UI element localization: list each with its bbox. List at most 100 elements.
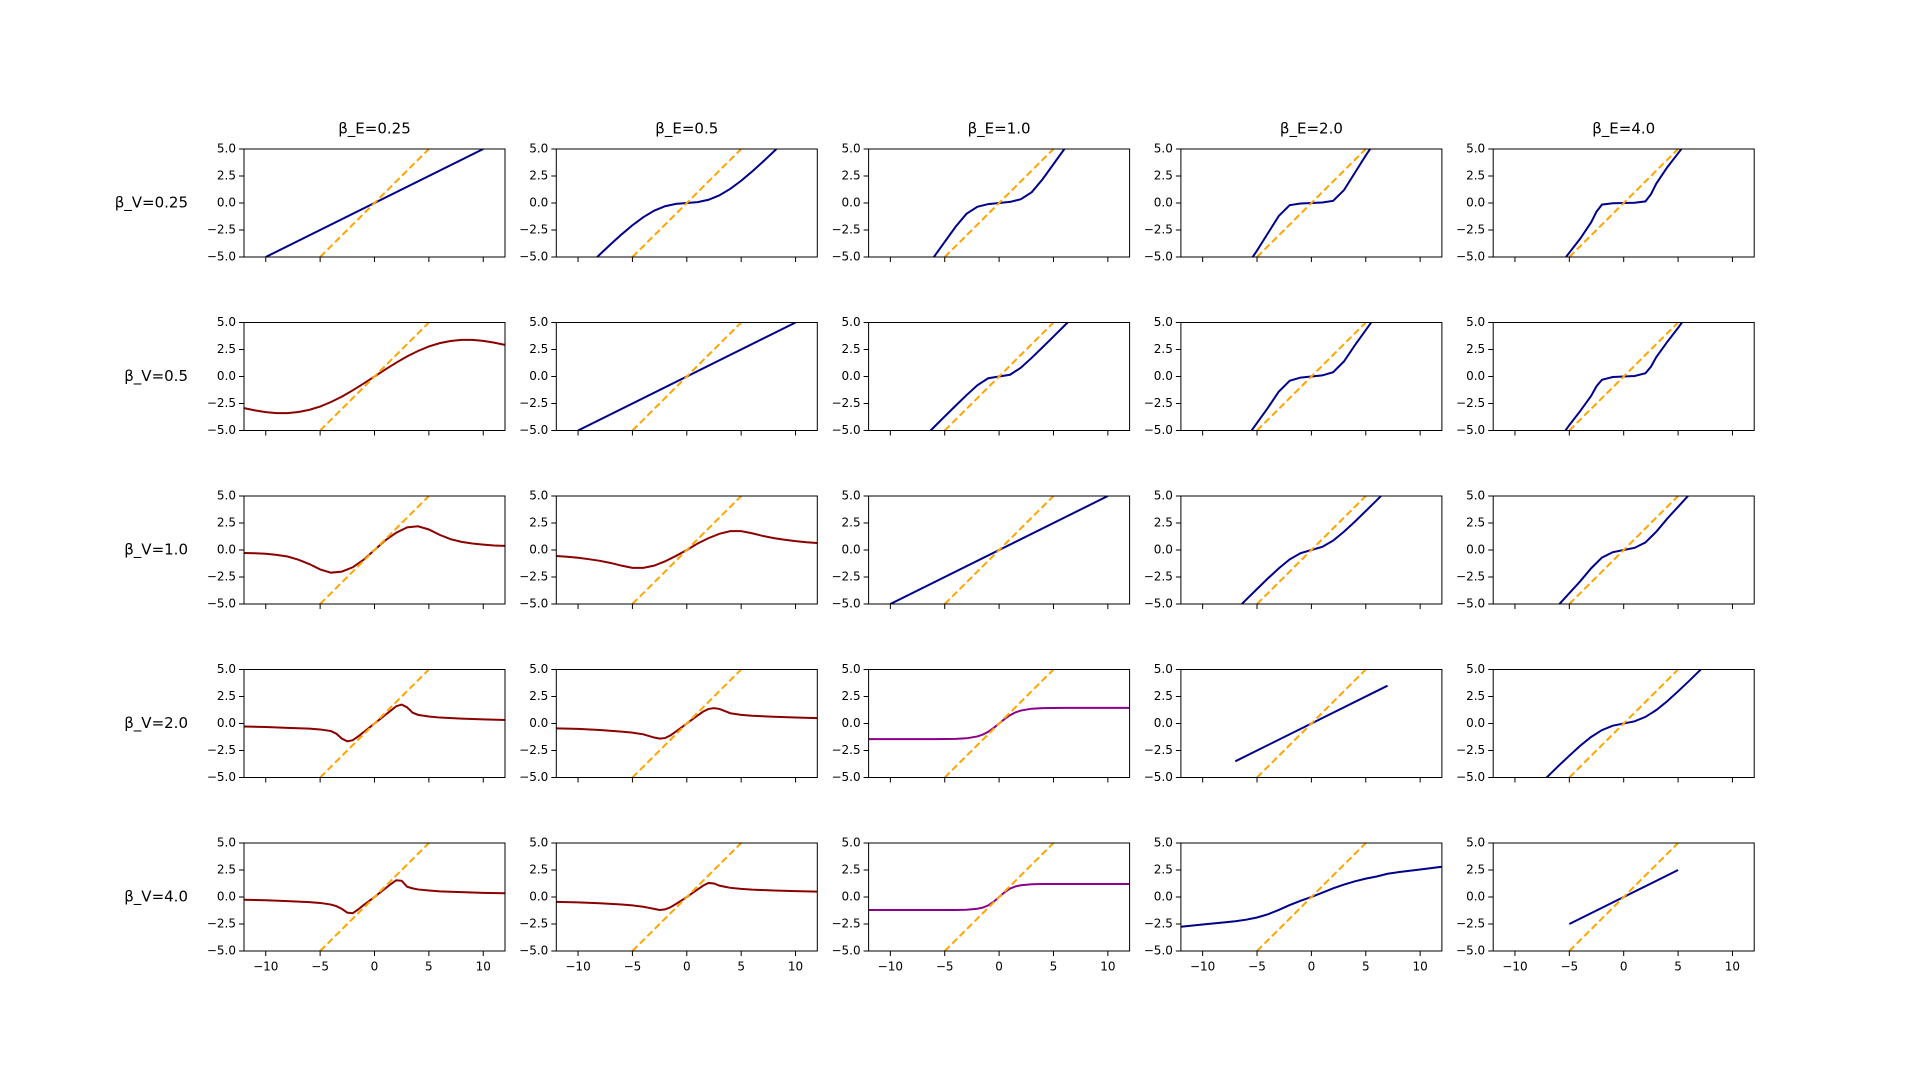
y-tick-label: −5.0 [519,250,548,264]
line-series [1568,669,1679,778]
x-tick-label: −10 [1502,960,1527,974]
y-tick-label: −2.5 [1144,223,1173,237]
y-tick-label: 2.5 [1466,342,1485,356]
y-tick-label: 0.0 [1466,890,1485,904]
y-tick-label: 5.0 [842,489,861,503]
y-tick-label: 0.0 [842,890,861,904]
y-tick-label: 5.0 [842,836,861,850]
y-tick-label: 0.0 [1466,369,1485,383]
y-tick-label: 5.0 [529,662,548,676]
line-series [944,843,1055,951]
column-title: β_E=4.0 [1592,120,1655,139]
x-tick-label: 0 [683,960,691,974]
line-series [319,322,430,431]
y-tick-label: 2.5 [529,516,548,530]
y-tick-label: −2.5 [1456,743,1485,757]
line-series [1568,322,1679,431]
line-series [1256,843,1367,951]
y-tick-label: 2.5 [529,342,548,356]
line-series [319,669,430,778]
line-series [631,496,742,604]
y-tick-label: 0.0 [529,543,548,557]
y-tick-label: −2.5 [207,743,236,757]
y-tick-label: 5.0 [529,315,548,329]
y-tick-label: −2.5 [207,917,236,931]
y-tick-label: −2.5 [519,743,548,757]
y-tick-label: −5.0 [519,770,548,784]
line-series [631,149,742,257]
row-label: β_V=0.25 [115,194,188,213]
y-tick-label: 2.5 [217,169,236,183]
y-tick-label: 0.0 [217,369,236,383]
line-series [631,322,742,431]
y-tick-label: 0.0 [1154,890,1173,904]
y-tick-label: 0.0 [217,890,236,904]
x-tick-label: −10 [253,960,278,974]
y-tick-label: 5.0 [842,142,861,156]
y-tick-label: −5.0 [1144,597,1173,611]
y-tick-label: 2.5 [1154,342,1173,356]
y-tick-label: −5.0 [1456,250,1485,264]
y-tick-label: −2.5 [519,917,548,931]
y-tick-label: −5.0 [831,770,860,784]
y-tick-label: 0.0 [842,196,861,210]
y-tick-label: −2.5 [1456,570,1485,584]
y-tick-label: −5.0 [519,423,548,437]
y-tick-label: 5.0 [529,836,548,850]
x-tick-label: 10 [788,960,803,974]
y-tick-label: 2.5 [842,169,861,183]
y-tick-label: 5.0 [842,662,861,676]
line-series [1256,669,1367,778]
y-tick-label: 2.5 [217,342,236,356]
y-tick-label: 2.5 [1466,516,1485,530]
y-tick-label: 2.5 [217,689,236,703]
y-tick-label: 0.0 [217,716,236,730]
line-series [1256,149,1367,257]
column-title: β_E=1.0 [968,120,1031,139]
column-title: β_E=0.5 [655,120,718,139]
y-tick-label: 5.0 [1154,662,1173,676]
y-tick-label: −5.0 [1456,423,1485,437]
y-tick-label: 0.0 [842,543,861,557]
line-series [1256,496,1367,604]
y-tick-label: 2.5 [1154,863,1173,877]
line-series [944,496,1055,604]
y-tick-label: 0.0 [529,716,548,730]
line-series [944,669,1055,778]
x-tick-label: −5 [1560,960,1578,974]
x-tick-label: 5 [1050,960,1058,974]
y-tick-label: 0.0 [1466,196,1485,210]
y-tick-label: −5.0 [207,944,236,958]
y-tick-label: −5.0 [207,423,236,437]
line-series [631,669,742,778]
y-tick-label: 5.0 [217,836,236,850]
y-tick-label: 5.0 [1154,142,1173,156]
y-tick-label: −5.0 [1144,423,1173,437]
x-tick-label: −10 [1190,960,1215,974]
y-tick-label: −5.0 [1144,770,1173,784]
y-tick-label: −2.5 [207,223,236,237]
x-tick-label: 5 [1674,960,1682,974]
y-tick-label: 5.0 [217,315,236,329]
y-tick-label: 0.0 [217,543,236,557]
y-tick-label: 0.0 [1466,543,1485,557]
y-tick-label: 0.0 [1154,196,1173,210]
y-tick-label: −2.5 [519,223,548,237]
y-tick-label: 0.0 [217,196,236,210]
y-tick-label: 2.5 [842,689,861,703]
y-tick-label: −5.0 [207,597,236,611]
y-tick-label: −2.5 [831,743,860,757]
x-tick-label: 5 [737,960,745,974]
y-tick-label: 5.0 [1466,142,1485,156]
y-tick-label: −2.5 [831,223,860,237]
y-tick-label: −5.0 [207,770,236,784]
row-label: β_V=2.0 [124,714,188,733]
y-tick-label: 5.0 [842,315,861,329]
y-tick-label: −5.0 [519,597,548,611]
x-tick-label: −10 [878,960,903,974]
y-tick-label: 2.5 [1466,863,1485,877]
column-title: β_E=0.25 [338,120,411,139]
y-tick-label: −2.5 [831,570,860,584]
y-tick-label: 5.0 [217,489,236,503]
y-tick-label: 0.0 [1154,716,1173,730]
